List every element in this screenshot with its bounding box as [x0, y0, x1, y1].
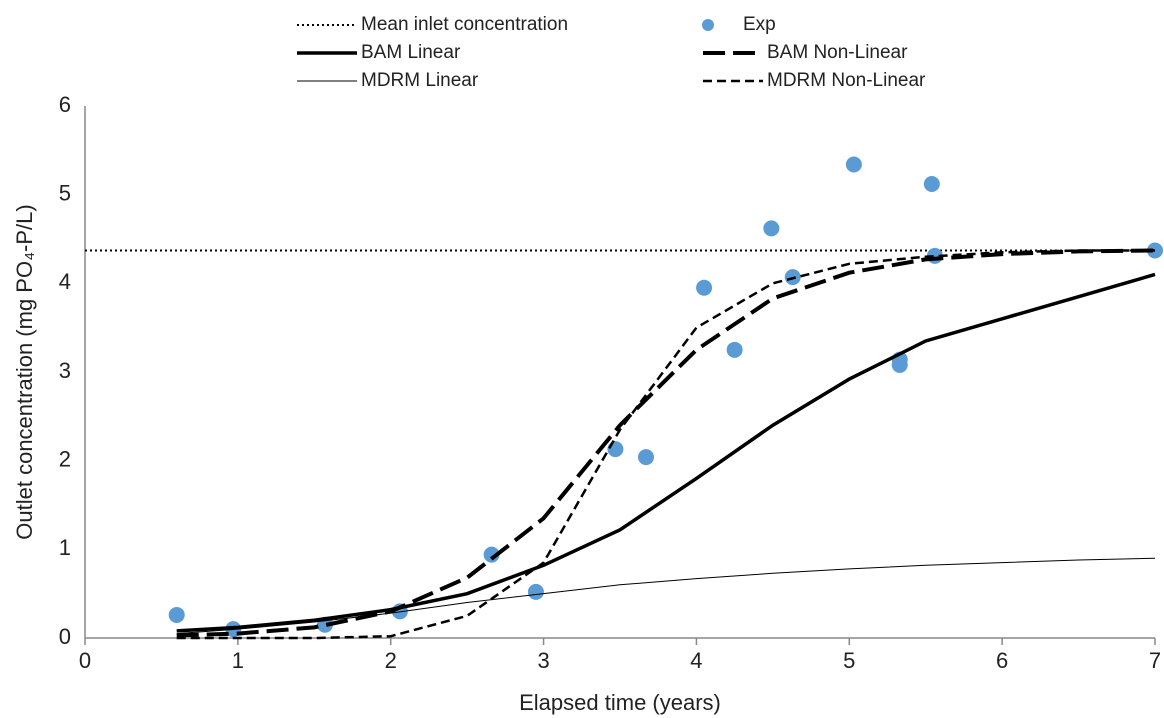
x-tick-label: 2 — [385, 648, 397, 673]
x-tick-label: 7 — [1149, 648, 1161, 673]
data-point — [483, 546, 500, 563]
data-point — [763, 220, 780, 237]
x-tick-label: 6 — [996, 648, 1008, 673]
data-point — [637, 449, 654, 466]
y-tick-label: 2 — [59, 446, 71, 471]
series-line — [176, 272, 1156, 633]
data-point — [923, 176, 940, 193]
x-tick-label: 0 — [79, 648, 91, 673]
x-tick-label: 1 — [232, 648, 244, 673]
series-line — [176, 249, 1155, 640]
legend-label: BAM Linear — [361, 42, 461, 63]
legend-marker — [702, 19, 714, 31]
series-line — [176, 248, 1156, 638]
y-tick-label: 3 — [59, 358, 71, 383]
legend-label: MDRM Non-Linear — [767, 70, 926, 91]
data-point — [168, 606, 185, 623]
y-axis-label: Outlet concentration (mg PO₄-P/L) — [12, 204, 37, 539]
legend-label: Mean inlet concentration — [361, 14, 568, 35]
x-tick-label: 5 — [843, 648, 855, 673]
data-point — [891, 356, 908, 373]
legend-label: BAM Non-Linear — [767, 42, 908, 63]
data-point — [527, 583, 544, 600]
data-point — [726, 341, 743, 358]
data-point — [607, 441, 624, 458]
y-tick-label: 5 — [59, 180, 71, 205]
x-axis-label: Elapsed time (years) — [519, 690, 721, 715]
y-tick-label: 0 — [59, 624, 71, 649]
x-tick-label: 3 — [537, 648, 549, 673]
x-tick-label: 4 — [690, 648, 702, 673]
y-tick-label: 6 — [59, 92, 71, 117]
y-tick-label: 4 — [59, 269, 71, 294]
series-line — [176, 557, 1156, 635]
legend-label: Exp — [743, 14, 776, 35]
y-tick-label: 1 — [59, 535, 71, 560]
legend-label: MDRM Linear — [361, 70, 479, 91]
data-point — [845, 156, 862, 173]
data-point — [696, 279, 713, 296]
